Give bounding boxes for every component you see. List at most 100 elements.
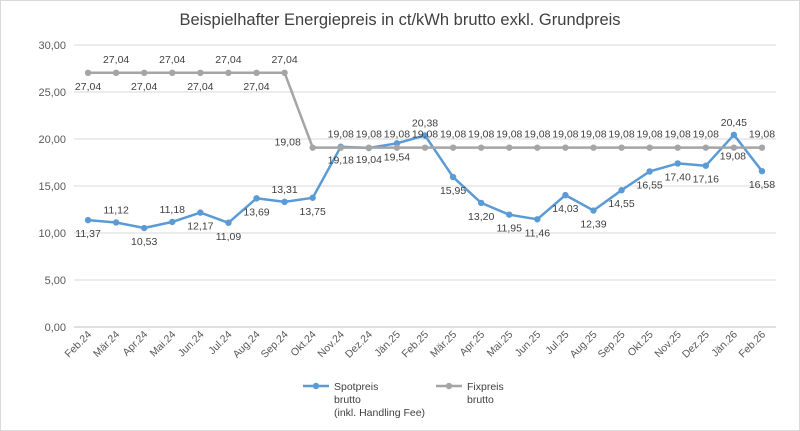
- y-tick-label: 30,00: [38, 40, 66, 52]
- y-tick-label: 10,00: [38, 228, 66, 240]
- spotpreis-data-label: 17,16: [693, 174, 719, 186]
- fixpreis-data-label: 19,08: [720, 151, 746, 163]
- fixpreis-marker: [646, 144, 653, 151]
- x-tick-label: Jun.25: [513, 329, 544, 360]
- spotpreis-data-label: 19,04: [356, 154, 382, 166]
- spotpreis-marker: [225, 219, 232, 226]
- x-tick-label: Nov.24: [315, 329, 347, 361]
- fixpreis-marker: [562, 144, 569, 151]
- fixpreis-data-label: 27,04: [187, 81, 213, 93]
- legend-label-spotpreis: Spotpreis: [334, 381, 378, 393]
- x-tick-label: Okt.24: [288, 329, 318, 359]
- spotpreis-marker: [449, 173, 457, 181]
- fixpreis-marker: [758, 144, 766, 151]
- spotpreis-data-label: 12,17: [187, 221, 213, 233]
- legend-marker-spotpreis: [312, 382, 320, 390]
- fixpreis-marker: [197, 69, 204, 77]
- spotpreis-data-label: 11,95: [496, 223, 522, 235]
- x-tick-label: Jun.24: [176, 329, 207, 360]
- spotpreis-marker: [253, 195, 260, 202]
- fixpreis-marker: [225, 69, 232, 77]
- spotpreis-data-label: 11,37: [75, 228, 101, 240]
- fixpreis-data-label: 27,04: [131, 81, 157, 93]
- spotpreis-marker: [421, 132, 429, 139]
- x-tick-label: Apr.24: [120, 329, 150, 359]
- spotpreis-data-label: 14,03: [552, 203, 578, 215]
- y-tick-label: 0,00: [45, 322, 66, 334]
- fixpreis-data-label: 27,04: [103, 54, 129, 66]
- x-tick-label: Dez.25: [680, 329, 712, 361]
- spotpreis-data-label: 14,55: [608, 198, 634, 210]
- fixpreis-data-label: 27,04: [215, 54, 241, 66]
- spotpreis-data-label: 19,54: [384, 151, 410, 163]
- spotpreis-marker: [197, 209, 204, 216]
- y-tick-label: 5,00: [45, 275, 66, 287]
- fixpreis-marker: [112, 69, 120, 77]
- fixpreis-data-label: 19,08: [524, 129, 550, 141]
- fixpreis-data-label: 19,08: [468, 129, 494, 141]
- x-tick-label: Apr.25: [457, 329, 487, 359]
- spotpreis-data-label: 12,39: [580, 219, 606, 231]
- fixpreis-marker: [477, 144, 485, 151]
- spotpreis-data-label: 16,55: [636, 179, 662, 191]
- x-tick-label: Mai.25: [485, 329, 516, 360]
- fixpreis-data-label: 19,08: [328, 129, 354, 141]
- spotpreis-data-label: 20,38: [412, 117, 438, 129]
- fixpreis-marker: [393, 144, 401, 151]
- spotpreis-marker: [141, 224, 148, 232]
- fixpreis-data-label: 19,08: [552, 129, 578, 141]
- x-tick-label: Jän.26: [709, 329, 740, 360]
- fixpreis-data-label: 19,08: [440, 129, 466, 141]
- spotpreis-data-label: 19,18: [328, 155, 354, 167]
- spotpreis-data-label: 17,40: [665, 171, 691, 183]
- spotpreis-data-label: 13,69: [243, 206, 269, 218]
- spotpreis-marker: [309, 194, 316, 201]
- spotpreis-marker: [281, 198, 288, 206]
- fixpreis-data-label: 19,08: [496, 129, 522, 141]
- fixpreis-data-label: 19,08: [749, 129, 775, 141]
- spotpreis-data-label: 11,18: [160, 204, 186, 216]
- y-tick-label: 25,00: [38, 87, 66, 99]
- spotpreis-marker: [506, 211, 513, 218]
- fixpreis-marker: [309, 144, 316, 151]
- x-tick-label: Feb.25: [400, 329, 432, 361]
- spotpreis-marker: [477, 199, 485, 207]
- legend-label-spotpreis: brutto: [334, 394, 361, 406]
- x-tick-label: Okt.25: [625, 329, 655, 359]
- spotpreis-marker: [618, 187, 625, 194]
- legend-label-fixpreis: brutto: [467, 394, 494, 406]
- x-tick-label: Nov.25: [652, 329, 684, 361]
- x-tick-label: Mär.24: [91, 329, 122, 360]
- fixpreis-data-label: 19,08: [356, 129, 382, 141]
- legend-marker-fixpreis: [445, 382, 453, 390]
- spotpreis-marker: [84, 216, 92, 224]
- spotpreis-data-label: 13,20: [468, 211, 494, 223]
- fixpreis-marker: [84, 69, 92, 77]
- spotpreis-data-label: 11,09: [216, 231, 242, 243]
- fixpreis-marker: [281, 69, 288, 77]
- fixpreis-marker: [141, 69, 148, 77]
- spotpreis-data-label: 13,31: [271, 184, 297, 196]
- x-tick-label: Sep.24: [259, 329, 291, 361]
- spotpreis-data-label: 15,95: [440, 185, 466, 197]
- fixpreis-marker: [337, 144, 344, 151]
- spotpreis-marker: [702, 162, 709, 169]
- series-layer: [84, 69, 766, 232]
- fixpreis-marker: [253, 69, 260, 77]
- x-tick-label: Feb.26: [736, 329, 768, 361]
- spotpreis-marker: [534, 216, 541, 223]
- fixpreis-marker: [449, 144, 457, 151]
- x-tick-label: Aug.24: [231, 329, 263, 361]
- x-tick-label: Aug.25: [568, 329, 600, 361]
- spotpreis-marker: [590, 207, 597, 214]
- spotpreis-data-label: 11,12: [103, 204, 129, 216]
- fixpreis-data-label: 19,08: [636, 129, 662, 141]
- fixpreis-marker: [702, 144, 709, 151]
- fixpreis-marker: [618, 144, 625, 151]
- fixpreis-marker: [506, 144, 513, 151]
- fixpreis-marker: [534, 144, 541, 151]
- spotpreis-marker: [646, 168, 653, 175]
